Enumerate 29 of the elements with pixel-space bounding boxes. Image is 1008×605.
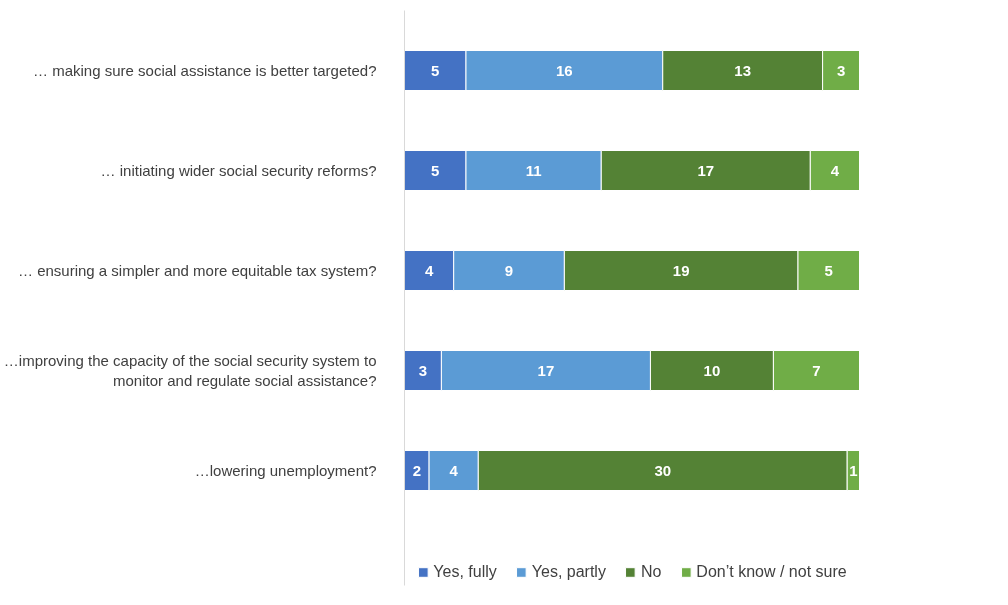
- data-label: 2: [412, 461, 421, 479]
- data-label: 3: [836, 61, 846, 79]
- data-label: 5: [824, 261, 833, 279]
- data-label: 17: [697, 161, 715, 179]
- legend-label: Yes, fully: [433, 563, 497, 581]
- legend-label: Yes, partly: [531, 563, 606, 581]
- legend-label: Don’t know / not sure: [696, 563, 847, 581]
- data-label: 4: [449, 461, 459, 479]
- y-tick-label: … ensuring a simpler and more equitable tax system?: [17, 262, 377, 279]
- data-label: 4: [424, 261, 434, 279]
- data-label: 3: [418, 361, 428, 379]
- y-tick-label: …lowering unemployment?: [194, 462, 377, 479]
- data-label: 19: [672, 261, 690, 279]
- y-tick-label: …improving the capacity of the social security system to monitor and regulate social assistance?: [3, 351, 377, 390]
- data-label: 4: [830, 161, 840, 179]
- data-label: 30: [654, 461, 672, 479]
- data-label: 1: [849, 461, 858, 479]
- y-tick-label: … making sure social assistance is better targeted?: [33, 62, 377, 79]
- data-label: 13: [734, 61, 752, 79]
- data-label: 10: [703, 361, 721, 379]
- data-label: 5: [431, 61, 440, 79]
- data-label: 7: [812, 361, 821, 379]
- data-label: 16: [556, 61, 573, 79]
- data-label: 11: [525, 161, 542, 179]
- legend-label: No: [640, 563, 662, 581]
- data-label: 17: [537, 361, 555, 379]
- data-label: 9: [504, 261, 514, 279]
- data-label: 5: [431, 161, 440, 179]
- y-tick-label: … initiating wider social security reforms?: [100, 162, 377, 179]
